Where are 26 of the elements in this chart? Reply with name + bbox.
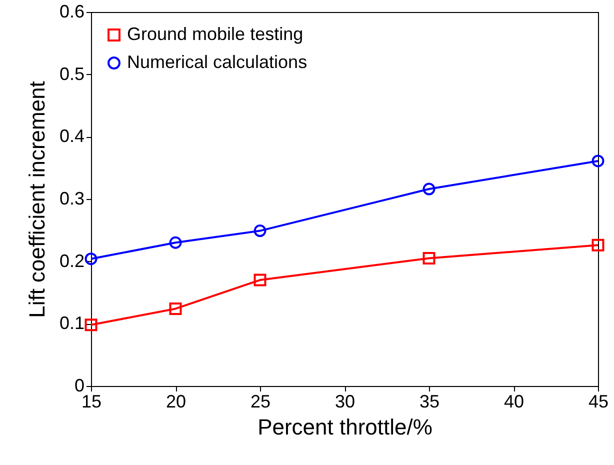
x-tick-label: 45 — [588, 392, 609, 412]
y-tick-label: 0.6 — [59, 2, 84, 22]
x-tick-label: 25 — [250, 392, 271, 412]
y-tick-label: 0.2 — [59, 250, 84, 271]
y-tick-label: 0.1 — [59, 313, 84, 334]
point — [84, 252, 98, 266]
x-tick-label: 35 — [419, 392, 440, 412]
legend-label: Ground mobile testing — [127, 24, 304, 44]
y-tick-label: 0.3 — [59, 188, 84, 208]
x-tick-label: 30 — [334, 392, 356, 412]
point — [169, 236, 182, 249]
y-tick-label: 0.5 — [59, 64, 84, 84]
point — [592, 238, 604, 252]
point — [422, 182, 436, 196]
x-tick-label: 20 — [166, 392, 186, 412]
point — [422, 252, 436, 264]
y-axis-title: Lift coefficient increment — [24, 81, 50, 318]
legend-label: Numerical calculations — [127, 52, 308, 72]
point — [592, 154, 604, 168]
point — [84, 318, 98, 332]
x-tick-label: 40 — [504, 392, 524, 412]
point — [254, 224, 266, 238]
y-tick-label: 0.4 — [59, 126, 84, 146]
point — [254, 274, 266, 286]
point — [169, 302, 182, 315]
x-axis-title: Percent throttle/% — [258, 414, 432, 440]
